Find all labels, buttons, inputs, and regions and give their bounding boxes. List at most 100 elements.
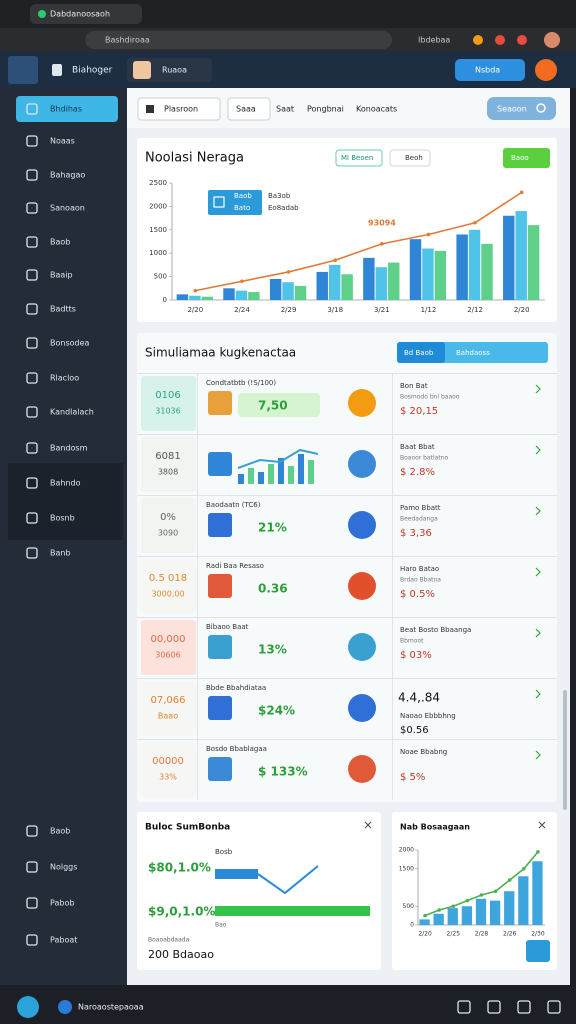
x-tick-label: 2/26	[503, 931, 517, 938]
line-point	[493, 889, 498, 894]
row-sparkbar	[308, 460, 314, 484]
sidebar-icon	[26, 202, 38, 214]
row-stat-sub: Baao	[158, 712, 178, 721]
row-stat-sub: 33%	[159, 773, 177, 782]
extension-icon[interactable]	[473, 35, 483, 45]
bar	[223, 288, 235, 300]
x-tick-label: 2/25	[447, 931, 461, 938]
notification-button[interactable]	[535, 59, 557, 81]
tab[interactable]	[30, 4, 142, 24]
mini-chart-button[interactable]	[526, 940, 550, 962]
avatar[interactable]	[544, 32, 560, 48]
bar	[363, 257, 375, 300]
line-point	[437, 908, 441, 912]
line-point	[536, 850, 540, 854]
row-sparkbar	[238, 474, 244, 484]
sidebar-item[interactable]: Kandlalach	[50, 408, 94, 417]
row-expand[interactable]	[535, 750, 541, 760]
toolbar-item[interactable]: Konoacats	[356, 105, 397, 114]
taskbar-icon[interactable]	[457, 1000, 471, 1014]
row-mid-title: Bibaoo Baat	[206, 623, 249, 631]
sidebar-item[interactable]: Sanoaon	[50, 204, 85, 213]
row-expand[interactable]	[535, 445, 541, 455]
row-expand[interactable]	[535, 567, 541, 577]
line-point	[426, 232, 431, 237]
sidebar-item[interactable]: Bandosm	[50, 444, 88, 453]
bar	[433, 913, 444, 925]
line-point	[423, 913, 427, 918]
simulation-tab[interactable]: Bahdaoss	[456, 349, 490, 357]
header-button[interactable]	[455, 59, 525, 81]
menu-button[interactable]	[8, 56, 38, 84]
simulation-tab-active[interactable]	[397, 342, 445, 363]
taskbar-icon[interactable]	[547, 1000, 561, 1014]
row-divider-v	[392, 678, 393, 739]
row-right-value: $ 5%	[400, 772, 425, 783]
sidebar-item[interactable]: Rlacloo	[50, 374, 79, 383]
sidebar-item[interactable]: Bosnb	[50, 514, 75, 523]
toolbar-item[interactable]: Saat	[276, 105, 294, 114]
row-divider-v	[392, 739, 393, 800]
chart-button[interactable]	[335, 149, 383, 167]
bar	[456, 234, 468, 300]
toolbar-icon	[146, 105, 154, 113]
search-button[interactable]	[487, 97, 556, 120]
row-right-title: Bon Bat	[400, 382, 428, 390]
sidebar-item[interactable]: Bonsodea	[50, 339, 90, 348]
row-right-icon	[348, 511, 376, 539]
sidebar-item[interactable]: Baaip	[50, 271, 73, 280]
bar	[518, 876, 529, 925]
toolbar-button[interactable]	[227, 97, 271, 121]
row-divider-v	[392, 434, 393, 495]
row-right-title: Haro Batao	[400, 565, 439, 573]
row-expand[interactable]	[535, 506, 541, 516]
row-divider-v	[197, 495, 198, 556]
start-button[interactable]	[17, 996, 39, 1018]
sidebar-item[interactable]: Baob	[50, 238, 70, 247]
toolbar-item[interactable]: Plasroon	[164, 105, 198, 114]
sidebar-group	[8, 463, 123, 540]
summary-bar	[215, 906, 370, 916]
chart-button[interactable]	[389, 149, 431, 167]
extension-icon[interactable]	[495, 35, 505, 45]
extension-icon[interactable]	[517, 35, 527, 45]
row-mid-value: 21%	[258, 521, 287, 535]
row-stat: 0106	[155, 390, 180, 401]
y-tick-label: 2500	[149, 179, 167, 187]
sidebar-item[interactable]: Banb	[50, 549, 71, 558]
sidebar-item[interactable]: Bhdihas	[50, 105, 82, 114]
row-expand[interactable]	[535, 689, 541, 699]
row-expand[interactable]	[535, 384, 541, 394]
address-right: Ibdebaa	[418, 36, 450, 45]
toolbar-item[interactable]: Saaa	[236, 105, 256, 114]
sidebar-item[interactable]: Noaas	[50, 137, 75, 146]
address-box[interactable]	[85, 31, 392, 49]
toolbar-item[interactable]: Pongbnai	[307, 105, 344, 114]
chart-button[interactable]	[503, 148, 550, 168]
chart-button-label[interactable]: Beoh	[405, 154, 423, 162]
toolbar-button[interactable]	[137, 97, 221, 121]
search-icon	[536, 103, 546, 113]
close-button[interactable]	[538, 821, 546, 829]
taskbar-icon[interactable]	[517, 1000, 531, 1014]
sidebar-item[interactable]: Badtts	[50, 305, 76, 314]
simulation-tab[interactable]: Bd Baob	[404, 349, 434, 357]
sidebar-item[interactable]: Baob	[50, 827, 70, 836]
y-tick-label: 0	[410, 922, 414, 929]
row-right-sub: Bosmodo bnl baaoo	[400, 394, 460, 401]
row-expand[interactable]	[535, 628, 541, 638]
sidebar-item[interactable]: Pabob	[50, 899, 74, 908]
row-stat: 00,000	[151, 634, 186, 645]
sidebar-item[interactable]: Bahagao	[50, 171, 85, 180]
line-point	[451, 904, 456, 909]
sidebar-item[interactable]: Bahndo	[50, 479, 81, 488]
sidebar-item[interactable]: Nolggs	[50, 863, 77, 872]
summary-card	[137, 812, 381, 970]
sidebar-item[interactable]: Paboat	[50, 936, 77, 945]
close-button[interactable]	[364, 821, 372, 829]
chart-button-label[interactable]: Ml Beoen	[341, 154, 373, 162]
taskbar-app[interactable]	[58, 1000, 72, 1014]
taskbar-icon[interactable]	[487, 1000, 501, 1014]
chart-button-label[interactable]: Baoo	[511, 154, 529, 162]
